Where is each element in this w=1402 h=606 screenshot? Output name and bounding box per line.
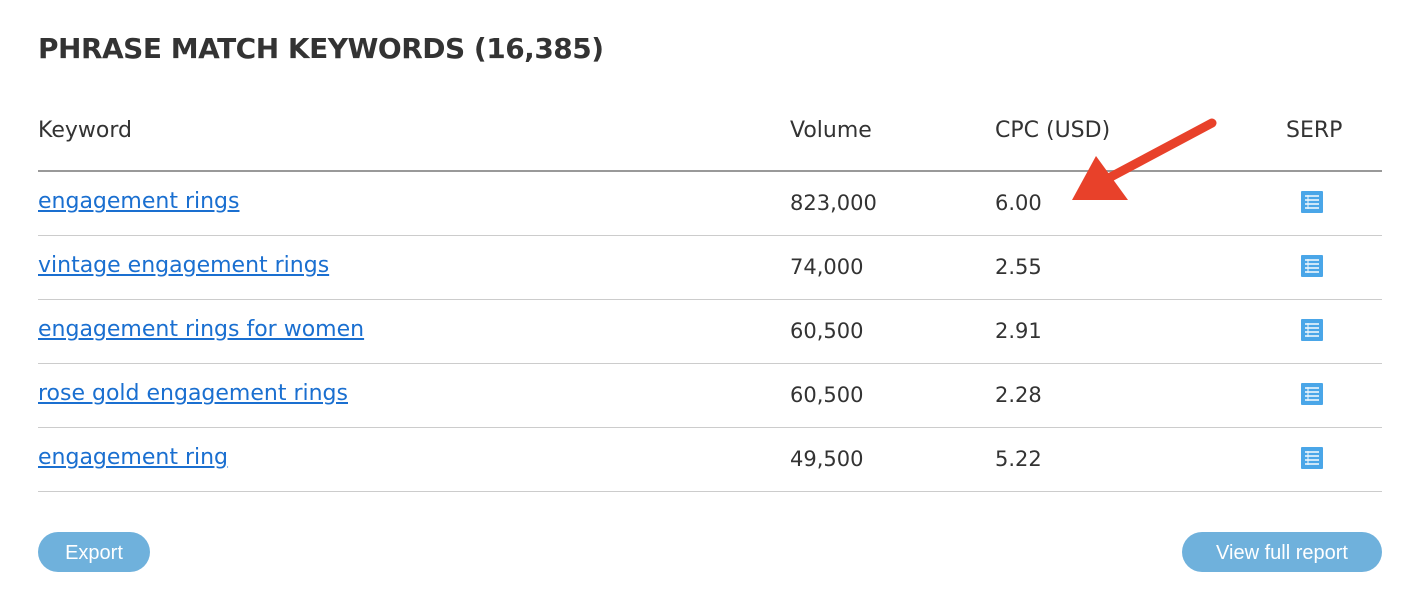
column-header-cpc[interactable]: CPC (USD)	[995, 118, 1111, 143]
header-divider	[38, 170, 1382, 172]
cpc-value: 6.00	[995, 191, 1042, 215]
row-divider	[38, 299, 1382, 300]
cpc-value: 2.55	[995, 255, 1042, 279]
column-header-serp: SERP	[1286, 118, 1343, 143]
keyword-link[interactable]: engagement rings for women	[38, 317, 365, 342]
cpc-value: 2.28	[995, 383, 1042, 407]
row-divider	[38, 235, 1382, 236]
volume-value: 74,000	[790, 255, 864, 279]
page-title: PHRASE MATCH KEYWORDS (16,385)	[38, 32, 604, 65]
volume-value: 60,500	[790, 319, 864, 343]
serp-list-icon[interactable]	[1301, 191, 1323, 213]
keyword-link[interactable]: rose gold engagement rings	[38, 381, 348, 406]
keyword-link[interactable]: engagement rings	[38, 189, 240, 214]
cpc-value: 2.91	[995, 319, 1042, 343]
serp-list-icon[interactable]	[1301, 383, 1323, 405]
serp-list-icon[interactable]	[1301, 255, 1323, 277]
keyword-link[interactable]: vintage engagement rings	[38, 253, 330, 278]
column-header-keyword[interactable]: Keyword	[38, 118, 132, 143]
column-header-volume[interactable]: Volume	[790, 118, 872, 143]
export-button[interactable]: Export	[38, 532, 150, 572]
cpc-value: 5.22	[995, 447, 1042, 471]
volume-value: 60,500	[790, 383, 864, 407]
serp-list-icon[interactable]	[1301, 319, 1323, 341]
row-divider	[38, 427, 1382, 428]
row-divider	[38, 491, 1382, 492]
keyword-link[interactable]: engagement ring	[38, 445, 229, 470]
view-full-report-button[interactable]: View full report	[1182, 532, 1382, 572]
volume-value: 49,500	[790, 447, 864, 471]
row-divider	[38, 363, 1382, 364]
volume-value: 823,000	[790, 191, 877, 215]
serp-list-icon[interactable]	[1301, 447, 1323, 469]
